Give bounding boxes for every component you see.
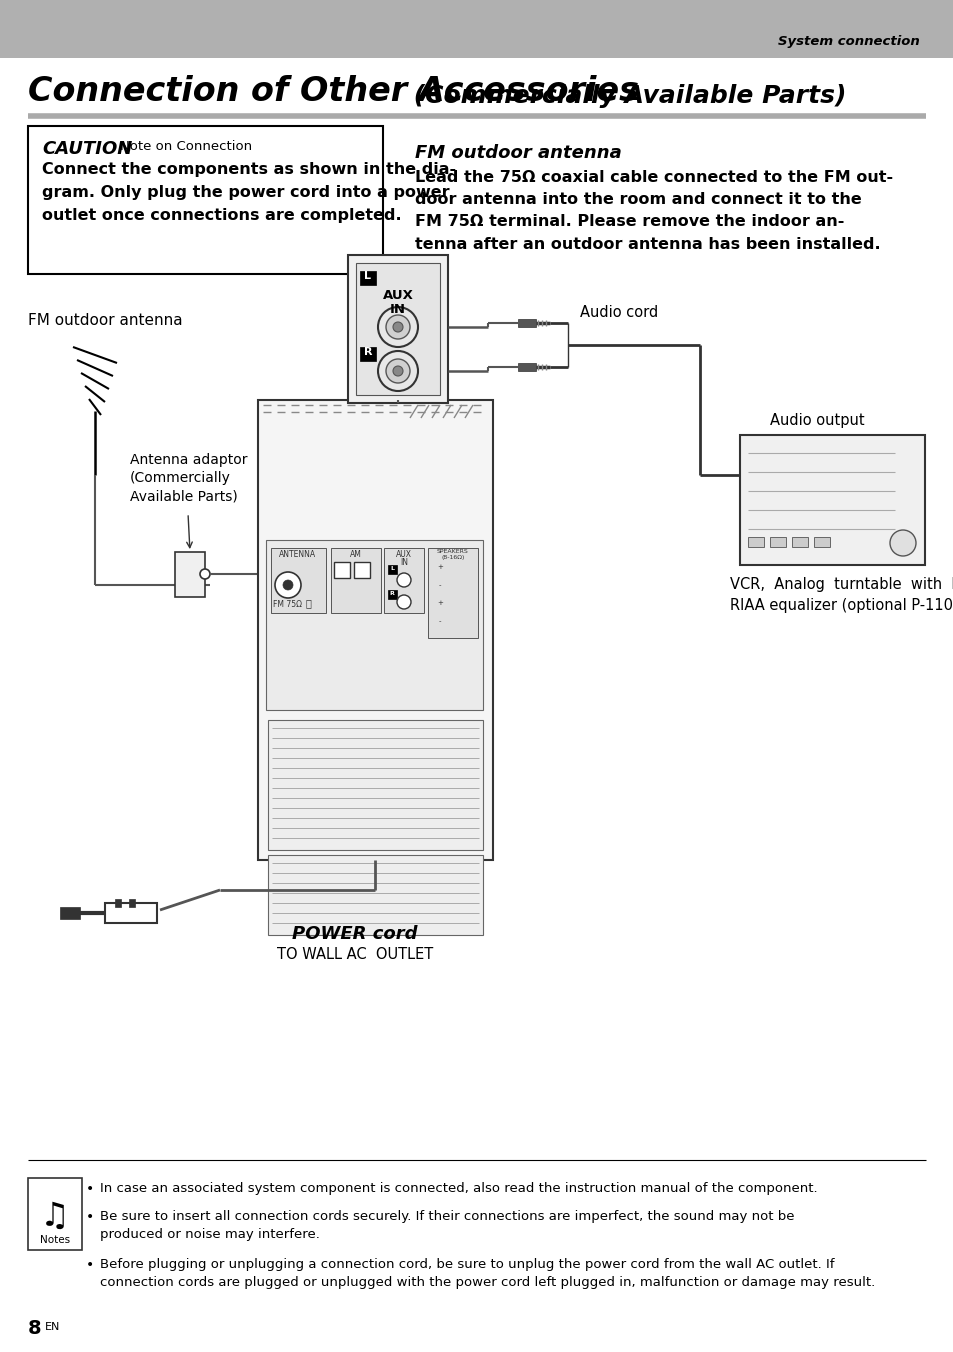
Text: R: R	[363, 347, 372, 357]
Bar	[271, 548, 326, 612]
Text: L: L	[364, 270, 371, 281]
Text: AUX: AUX	[382, 289, 413, 301]
Text: Audio cord: Audio cord	[579, 306, 658, 320]
Text: -: -	[438, 618, 441, 625]
Text: •: •	[86, 1257, 94, 1272]
Text: L: L	[390, 566, 394, 571]
Circle shape	[274, 572, 301, 598]
Text: Notes: Notes	[40, 1234, 70, 1245]
Bar	[740, 435, 924, 565]
Text: VCR,  Analog  turntable  with  built-in
RIAA equalizer (optional P-110), etc.: VCR, Analog turntable with built-in RIAA…	[729, 577, 953, 612]
Text: ⏚: ⏚	[305, 598, 311, 608]
Bar	[257, 400, 493, 860]
Text: Be sure to insert all connection cords securely. If their connections are imperf: Be sure to insert all connection cords s…	[100, 1210, 794, 1241]
Text: Before plugging or unplugging a connection cord, be sure to unplug the power cor: Before plugging or unplugging a connecti…	[100, 1257, 874, 1288]
Bar	[174, 552, 205, 598]
Bar	[331, 548, 380, 612]
Bar	[334, 562, 350, 579]
Bar	[433, 598, 447, 610]
Bar	[433, 617, 447, 627]
Circle shape	[377, 352, 417, 391]
Text: 8: 8	[28, 1320, 42, 1338]
Circle shape	[396, 573, 411, 587]
Text: System connection: System connection	[778, 35, 919, 49]
Bar	[388, 565, 396, 575]
Circle shape	[889, 530, 915, 556]
Text: SPEAKERS: SPEAKERS	[436, 549, 468, 554]
Bar	[456, 580, 470, 592]
Text: Connect the components as shown in the dia-
gram. Only plug the power cord into : Connect the components as shown in the d…	[42, 162, 456, 223]
Text: ♫: ♫	[40, 1199, 70, 1233]
Bar	[268, 721, 482, 850]
Text: IN: IN	[399, 558, 408, 566]
Text: (Commercially Available Parts): (Commercially Available Parts)	[405, 84, 845, 108]
Bar	[384, 548, 423, 612]
Bar	[359, 347, 375, 361]
Text: R: R	[389, 591, 394, 596]
Bar	[388, 589, 396, 599]
Bar	[747, 537, 763, 548]
Bar	[28, 1178, 82, 1251]
Text: Connection of Other Accessories: Connection of Other Accessories	[28, 74, 639, 108]
Text: -: -	[438, 581, 441, 588]
Circle shape	[386, 360, 410, 383]
Bar	[28, 126, 382, 274]
Text: •: •	[86, 1182, 94, 1197]
Bar	[456, 598, 470, 610]
Bar	[115, 899, 121, 907]
Text: +: +	[436, 564, 442, 571]
Bar	[105, 903, 157, 923]
Circle shape	[386, 315, 410, 339]
Text: In case an associated system component is connected, also read the instruction m: In case an associated system component i…	[100, 1182, 817, 1195]
Bar	[456, 562, 470, 575]
Bar	[129, 899, 135, 907]
Text: FM 75Ω: FM 75Ω	[274, 600, 302, 608]
Bar	[433, 580, 447, 592]
Text: (8-16Ω): (8-16Ω)	[441, 556, 464, 560]
Text: Note on Connection: Note on Connection	[120, 141, 252, 153]
Text: Audio output: Audio output	[769, 412, 863, 429]
Bar	[348, 256, 448, 403]
Bar	[354, 562, 370, 579]
Text: FM outdoor antenna: FM outdoor antenna	[415, 145, 621, 162]
Circle shape	[283, 580, 293, 589]
Circle shape	[377, 307, 417, 347]
Bar	[268, 854, 482, 936]
Text: ANTENNA: ANTENNA	[279, 550, 316, 558]
Text: Lead the 75Ω coaxial cable connected to the FM out-
door antenna into the room a: Lead the 75Ω coaxial cable connected to …	[415, 170, 892, 251]
Text: AUX: AUX	[395, 550, 412, 558]
Bar	[517, 319, 536, 327]
Text: EN: EN	[45, 1322, 60, 1332]
Circle shape	[393, 366, 402, 376]
Text: •: •	[86, 1210, 94, 1224]
Text: Antenna adaptor
(Commercially
Available Parts): Antenna adaptor (Commercially Available …	[130, 453, 247, 504]
Bar	[813, 537, 829, 548]
Text: +: +	[436, 600, 442, 606]
Circle shape	[200, 569, 210, 579]
Bar	[355, 264, 439, 395]
Circle shape	[396, 595, 411, 608]
Bar	[266, 539, 482, 710]
Circle shape	[393, 322, 402, 333]
Text: POWER cord: POWER cord	[292, 925, 417, 942]
Text: IN: IN	[390, 303, 406, 316]
Text: AM: AM	[350, 550, 361, 558]
Bar	[60, 907, 80, 919]
Text: FM outdoor antenna: FM outdoor antenna	[28, 314, 182, 329]
Bar	[0, 0, 953, 58]
Text: CAUTION: CAUTION	[42, 141, 132, 158]
Bar	[359, 270, 375, 285]
Bar	[456, 617, 470, 627]
Text: TO WALL AC  OUTLET: TO WALL AC OUTLET	[276, 946, 433, 963]
Bar	[433, 562, 447, 575]
Bar	[428, 548, 477, 638]
Bar	[791, 537, 807, 548]
Bar	[769, 537, 785, 548]
Bar	[517, 362, 536, 370]
